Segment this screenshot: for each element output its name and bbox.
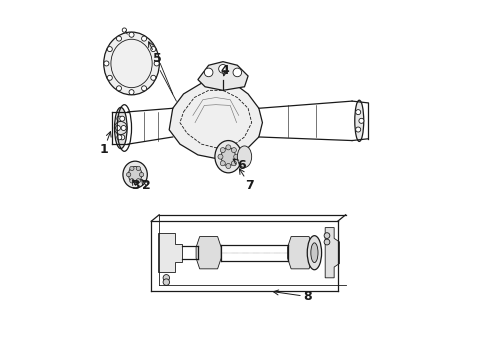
Circle shape bbox=[139, 172, 143, 177]
Ellipse shape bbox=[122, 161, 147, 188]
Circle shape bbox=[129, 32, 134, 37]
Text: 1: 1 bbox=[100, 132, 111, 156]
Circle shape bbox=[104, 61, 109, 66]
Polygon shape bbox=[158, 233, 182, 273]
Circle shape bbox=[154, 61, 159, 66]
Polygon shape bbox=[196, 237, 221, 269]
Circle shape bbox=[204, 68, 212, 77]
Circle shape bbox=[355, 110, 360, 114]
Ellipse shape bbox=[237, 146, 251, 167]
Circle shape bbox=[233, 154, 238, 159]
Circle shape bbox=[142, 86, 146, 91]
Circle shape bbox=[218, 154, 223, 159]
Ellipse shape bbox=[214, 140, 241, 173]
Circle shape bbox=[129, 90, 134, 95]
Circle shape bbox=[150, 75, 156, 80]
Circle shape bbox=[117, 116, 122, 121]
Text: 4: 4 bbox=[220, 64, 229, 77]
Circle shape bbox=[233, 68, 241, 77]
Text: 8: 8 bbox=[273, 290, 311, 303]
Circle shape bbox=[121, 126, 126, 131]
Circle shape bbox=[163, 279, 169, 285]
Ellipse shape bbox=[128, 167, 142, 183]
Polygon shape bbox=[325, 228, 339, 278]
Text: 6: 6 bbox=[233, 159, 245, 172]
Circle shape bbox=[218, 64, 227, 73]
Circle shape bbox=[116, 86, 121, 91]
Text: 3: 3 bbox=[131, 179, 140, 192]
Polygon shape bbox=[169, 80, 262, 158]
Circle shape bbox=[324, 239, 329, 245]
Circle shape bbox=[150, 46, 156, 51]
Circle shape bbox=[136, 166, 140, 171]
Circle shape bbox=[142, 36, 146, 41]
Text: 7: 7 bbox=[239, 169, 254, 192]
Circle shape bbox=[220, 161, 225, 166]
Circle shape bbox=[116, 36, 121, 41]
Circle shape bbox=[107, 46, 112, 51]
Circle shape bbox=[129, 179, 134, 183]
Circle shape bbox=[355, 127, 360, 132]
Text: 2: 2 bbox=[141, 179, 150, 192]
Ellipse shape bbox=[103, 32, 159, 95]
Circle shape bbox=[136, 179, 140, 183]
Circle shape bbox=[120, 116, 124, 121]
Circle shape bbox=[231, 148, 236, 153]
Ellipse shape bbox=[354, 100, 363, 141]
Polygon shape bbox=[198, 62, 247, 90]
Circle shape bbox=[225, 145, 230, 150]
Circle shape bbox=[231, 161, 236, 166]
Ellipse shape bbox=[221, 147, 235, 166]
Circle shape bbox=[225, 163, 230, 168]
Circle shape bbox=[129, 166, 134, 171]
Circle shape bbox=[126, 172, 131, 177]
Ellipse shape bbox=[114, 107, 127, 149]
Circle shape bbox=[117, 135, 122, 140]
Ellipse shape bbox=[310, 243, 317, 262]
Circle shape bbox=[120, 135, 124, 140]
Circle shape bbox=[107, 75, 112, 80]
Circle shape bbox=[220, 148, 225, 153]
Circle shape bbox=[163, 275, 169, 281]
Text: 5: 5 bbox=[148, 42, 161, 65]
Circle shape bbox=[358, 118, 363, 123]
Circle shape bbox=[324, 233, 329, 238]
Ellipse shape bbox=[306, 236, 321, 270]
Polygon shape bbox=[287, 237, 312, 269]
Circle shape bbox=[115, 126, 120, 131]
